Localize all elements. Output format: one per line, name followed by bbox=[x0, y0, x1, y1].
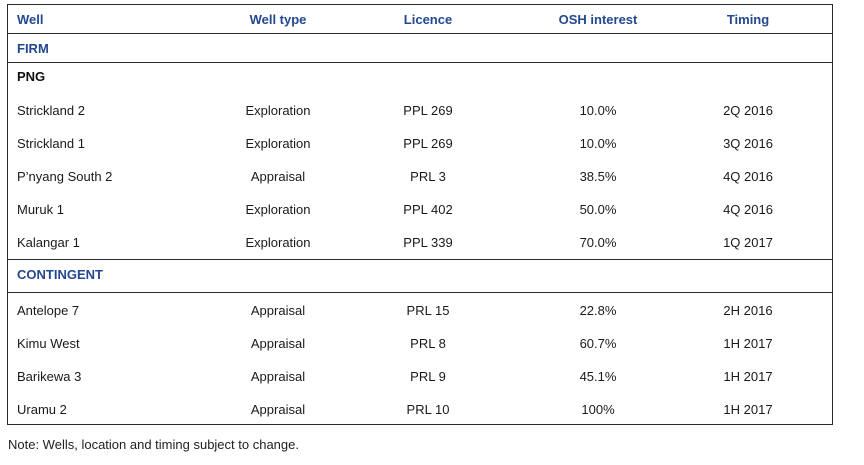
table-row: Strickland 1 Exploration PPL 269 10.0% 3Q 20… bbox=[8, 127, 832, 160]
divider bbox=[8, 259, 832, 260]
cell-timing: 2H 2016 bbox=[723, 303, 773, 318]
cell-well: Antelope 7 bbox=[17, 303, 80, 318]
column-header-osh-interest: OSH interest bbox=[558, 12, 638, 27]
divider bbox=[8, 62, 832, 63]
divider bbox=[8, 33, 832, 34]
cell-licence: PRL 10 bbox=[406, 402, 450, 417]
cell-timing: 1H 2017 bbox=[723, 369, 773, 384]
cell-osh-interest: 10.0% bbox=[579, 103, 617, 118]
cell-osh-interest: 70.0% bbox=[579, 235, 617, 250]
cell-licence: PRL 15 bbox=[406, 303, 450, 318]
column-header-well: Well bbox=[17, 12, 44, 27]
cell-well: Uramu 2 bbox=[17, 402, 67, 417]
table-row: Kimu West Appraisal PRL 8 60.7% 1H 2017 bbox=[8, 327, 832, 360]
table-row: Antelope 7 Appraisal PRL 15 22.8% 2H 2016 bbox=[8, 294, 832, 327]
column-header-well-type: Well type bbox=[249, 12, 307, 27]
divider bbox=[8, 292, 832, 293]
section-label-firm: FIRM bbox=[17, 41, 49, 56]
column-header-timing: Timing bbox=[726, 12, 770, 27]
cell-well-type: Appraisal bbox=[250, 369, 306, 384]
cell-well: Strickland 1 bbox=[17, 136, 85, 151]
cell-osh-interest: 50.0% bbox=[579, 202, 617, 217]
table-row: Uramu 2 Appraisal PRL 10 100% 1H 2017 bbox=[8, 393, 832, 426]
cell-timing: 1Q 2017 bbox=[723, 235, 773, 250]
cell-well-type: Appraisal bbox=[250, 169, 306, 184]
cell-osh-interest: 60.7% bbox=[579, 336, 617, 351]
cell-well-type: Appraisal bbox=[250, 336, 306, 351]
cell-timing: 2Q 2016 bbox=[723, 103, 773, 118]
cell-well-type: Appraisal bbox=[250, 303, 306, 318]
cell-well: Kimu West bbox=[17, 336, 80, 351]
cell-osh-interest: 10.0% bbox=[579, 136, 617, 151]
table-note: Note: Wells, location and timing subject… bbox=[8, 437, 299, 452]
column-header-licence: Licence bbox=[403, 12, 453, 27]
table-row: Strickland 2 Exploration PPL 269 10.0% 2Q 20… bbox=[8, 94, 832, 127]
cell-well-type: Exploration bbox=[245, 103, 311, 118]
wells-table: Well Well type Licence OSH interest Timi… bbox=[7, 4, 833, 425]
cell-osh-interest: 22.8% bbox=[579, 303, 617, 318]
subheading-png: PNG bbox=[17, 69, 46, 84]
cell-licence: PRL 8 bbox=[410, 336, 446, 351]
cell-well-type: Exploration bbox=[245, 202, 311, 217]
cell-well-type: Appraisal bbox=[250, 402, 306, 417]
table-row: Barikewa 3 Appraisal PRL 9 45.1% 1H 2017 bbox=[8, 360, 832, 393]
table-row: Muruk 1 Exploration PPL 402 50.0% 4Q 2016 bbox=[8, 193, 832, 226]
cell-licence: PPL 339 bbox=[403, 235, 453, 250]
cell-licence: PRL 9 bbox=[410, 369, 446, 384]
cell-timing: 3Q 2016 bbox=[723, 136, 773, 151]
cell-well: Kalangar 1 bbox=[17, 235, 80, 250]
cell-osh-interest: 100% bbox=[581, 402, 615, 417]
cell-well-type: Exploration bbox=[245, 136, 311, 151]
section-label-contingent: CONTINGENT bbox=[17, 267, 103, 282]
cell-licence: PPL 269 bbox=[403, 103, 453, 118]
cell-osh-interest: 45.1% bbox=[579, 369, 617, 384]
cell-licence: PRL 3 bbox=[410, 169, 446, 184]
cell-timing: 1H 2017 bbox=[723, 402, 773, 417]
cell-timing: 1H 2017 bbox=[723, 336, 773, 351]
table-row: Kalangar 1 Exploration PPL 339 70.0% 1Q 2017 bbox=[8, 226, 832, 259]
cell-well: Strickland 2 bbox=[17, 103, 85, 118]
cell-well: P’nyang South 2 bbox=[17, 169, 113, 184]
cell-licence: PPL 269 bbox=[403, 136, 453, 151]
cell-timing: 4Q 2016 bbox=[723, 202, 773, 217]
cell-timing: 4Q 2016 bbox=[723, 169, 773, 184]
cell-licence: PPL 402 bbox=[403, 202, 453, 217]
cell-well-type: Exploration bbox=[245, 235, 311, 250]
cell-well: Barikewa 3 bbox=[17, 369, 82, 384]
cell-osh-interest: 38.5% bbox=[579, 169, 617, 184]
table-row: P’nyang South 2 Appraisal PRL 3 38.5% 4Q 201… bbox=[8, 160, 832, 193]
table-header-row: Well Well type Licence OSH interest Timi… bbox=[8, 5, 832, 33]
cell-well: Muruk 1 bbox=[17, 202, 64, 217]
